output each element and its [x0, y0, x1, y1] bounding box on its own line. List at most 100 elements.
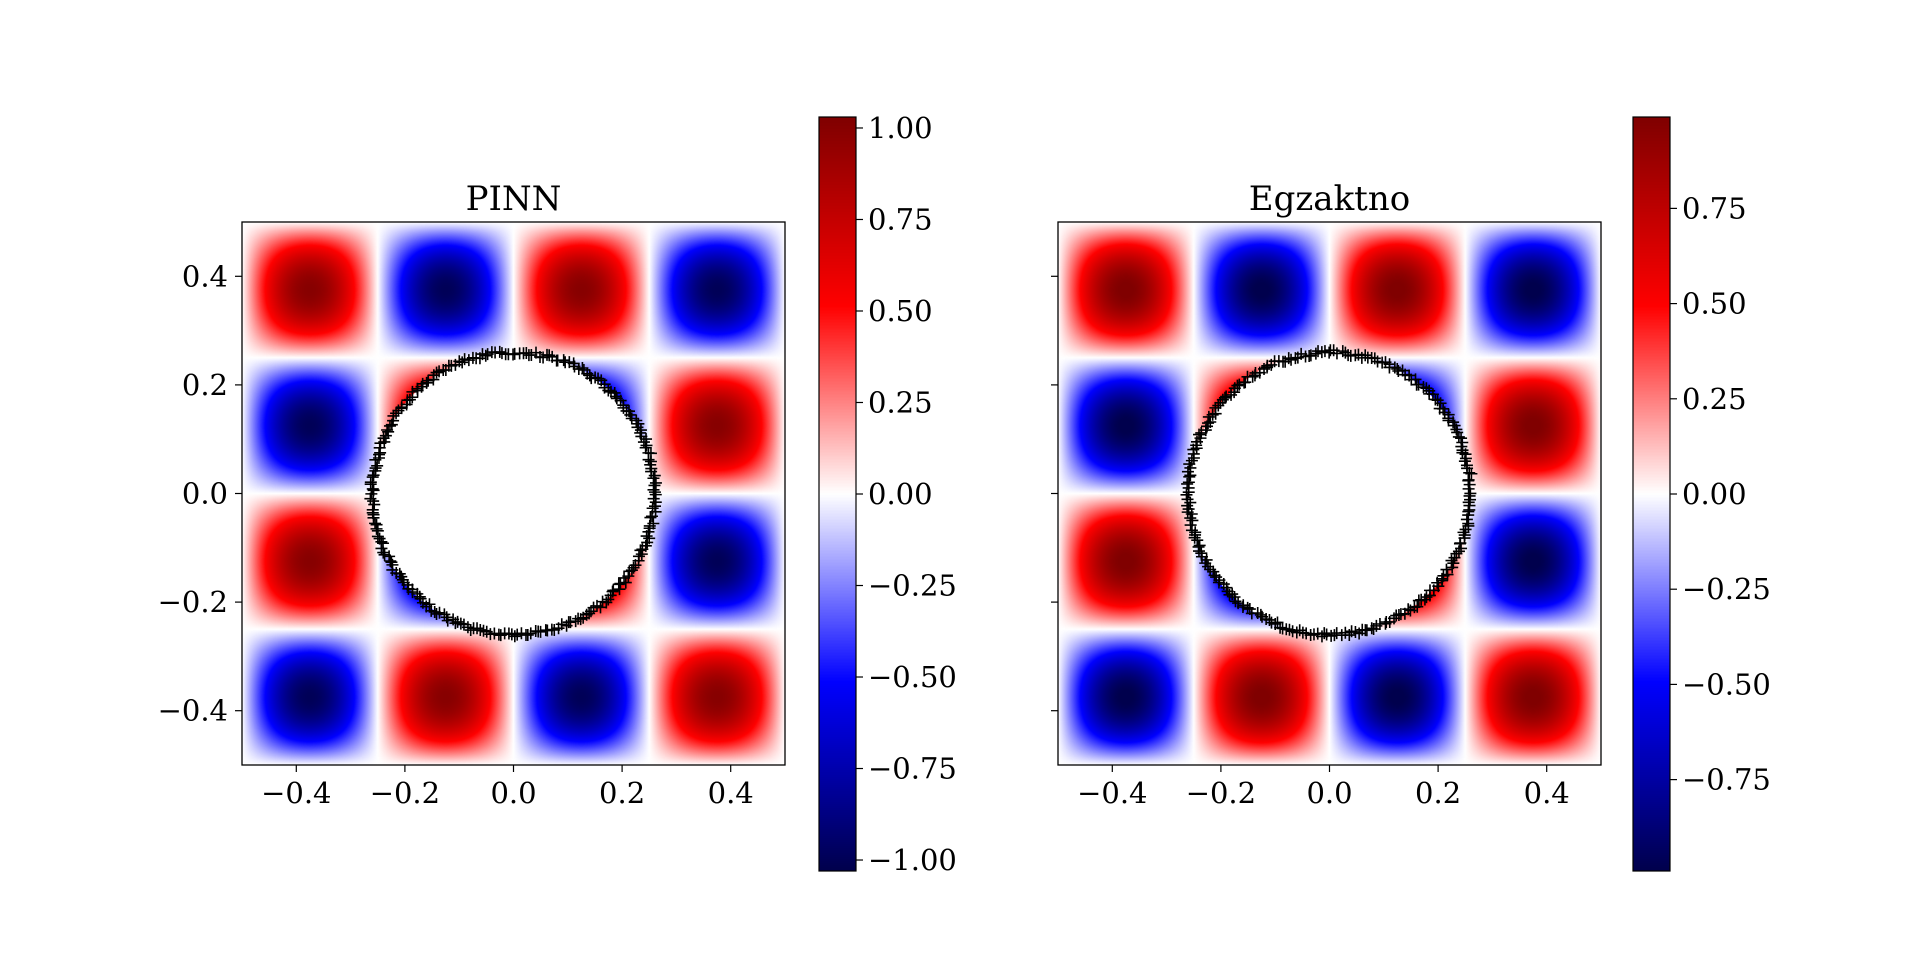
boundary-point	[430, 366, 443, 379]
boundary-point	[564, 616, 577, 629]
boundary-point	[370, 522, 383, 535]
boundary-point	[1447, 557, 1460, 570]
boundary-point	[1209, 407, 1222, 420]
boundary-point	[574, 613, 587, 626]
y-tick-label: −0.4	[158, 694, 228, 728]
colorbar-tick-label: −0.75	[1682, 763, 1771, 797]
boundary-point	[366, 471, 379, 484]
boundary-point	[385, 556, 398, 569]
boundary-point	[1452, 545, 1465, 558]
boundary-point	[381, 424, 394, 437]
boundary-point	[366, 482, 379, 495]
boundary-point	[1440, 563, 1453, 576]
boundary-point	[637, 436, 650, 449]
boundary-point	[438, 608, 451, 621]
colorbar-tick-label: −0.75	[868, 752, 957, 786]
boundary-point	[416, 377, 429, 390]
boundary-point	[1212, 576, 1225, 589]
boundary-point	[367, 469, 380, 482]
x-tick-label: 0.2	[599, 776, 645, 810]
boundary-point	[1187, 452, 1200, 465]
boundary-point	[1360, 624, 1373, 637]
colorbar-tick-label: −0.50	[868, 660, 957, 694]
boundary-point	[367, 511, 380, 524]
boundary-point	[1324, 344, 1337, 357]
colorbar-tick-label: 1.00	[868, 111, 933, 145]
colorbar-tick-label: 0.75	[868, 202, 933, 236]
boundary-point	[1248, 369, 1261, 382]
boundary-point	[369, 517, 382, 530]
boundary-point	[1402, 603, 1415, 616]
boundary-point	[1441, 568, 1454, 581]
boundary-point	[413, 590, 426, 603]
heatmap-egzaktno	[1058, 222, 1601, 765]
boundary-point	[594, 601, 607, 614]
colorbar-tick-label: −1.00	[868, 843, 957, 877]
boundary-point	[1184, 469, 1197, 482]
boundary-point	[1285, 353, 1298, 366]
x-tick-label: 0.2	[1415, 776, 1461, 810]
boundary-point	[1391, 363, 1404, 376]
boundary-point	[1367, 623, 1380, 636]
boundary-point	[600, 596, 613, 609]
boundary-point	[374, 446, 387, 459]
boundary-point	[1457, 526, 1470, 539]
axes-frame	[1057, 221, 1602, 766]
boundary-point	[1182, 503, 1195, 516]
boundary-point	[423, 598, 436, 611]
boundary-point	[607, 584, 620, 597]
boundary-point	[632, 550, 645, 563]
boundary-point	[1226, 588, 1239, 601]
boundary-point	[1433, 402, 1446, 415]
boundary-point	[1229, 595, 1242, 608]
colorbar-tick-label: 0.50	[868, 294, 933, 328]
boundary-point	[521, 628, 534, 641]
y-tick-label: 0.4	[182, 259, 228, 293]
boundary-point	[1392, 609, 1405, 622]
colorbar-tick-label: −0.25	[868, 569, 957, 603]
boundary-point	[1410, 378, 1423, 391]
boundary-points	[364, 345, 662, 643]
boundary-point	[1228, 386, 1241, 399]
colorbar-tick-label: 0.25	[868, 385, 933, 419]
boundary-point	[1184, 519, 1197, 532]
x-tick-label: 0.0	[1306, 776, 1352, 810]
boundary-point	[1462, 496, 1475, 509]
boundary-point	[1231, 379, 1244, 392]
boundary-point	[458, 353, 471, 366]
boundary-point	[583, 369, 596, 382]
boundary-point	[1318, 627, 1331, 640]
colorbar-tick-label: 0.00	[1682, 477, 1747, 511]
boundary-point	[428, 605, 441, 618]
colorbar-tick-label: 0.50	[1682, 287, 1747, 321]
boundary-point	[647, 517, 660, 530]
panel-egzaktno: Egzaktno −0.4 −0.2 0.0 0.2 0.4 0.75 0.50 0.25 0.…	[1051, 116, 1771, 872]
y-tick-label: −0.2	[158, 585, 228, 619]
boundary-point	[1274, 621, 1287, 634]
colorbar-frame	[1632, 116, 1671, 872]
colorbar-egzaktno	[1633, 117, 1670, 871]
colorbar-tick-label: 0.75	[1682, 191, 1747, 225]
boundary-point	[1417, 381, 1430, 394]
x-tick-label: −0.4	[1077, 776, 1147, 810]
boundary-point	[390, 407, 403, 420]
boundary-point	[524, 627, 537, 640]
boundary-point	[1184, 496, 1197, 509]
y-tick-label: 0.0	[182, 477, 228, 511]
colorbar-pinn	[819, 117, 856, 871]
x-tick-label: 0.4	[1524, 776, 1570, 810]
boundary-point	[1420, 382, 1433, 395]
x-tick-label: −0.4	[261, 776, 331, 810]
boundary-points	[1180, 344, 1478, 643]
boundary-point	[1283, 623, 1296, 636]
boundary-point	[559, 356, 572, 369]
boundary-point	[456, 356, 469, 369]
colorbar-tick-label: −0.50	[1682, 667, 1771, 701]
boundary-point	[411, 384, 424, 397]
colorbar-tick-label: −0.25	[1682, 572, 1771, 606]
boundary-point	[433, 606, 446, 619]
boundary-point	[502, 627, 515, 640]
boundary-point	[461, 621, 474, 634]
boundary-point	[644, 511, 657, 524]
